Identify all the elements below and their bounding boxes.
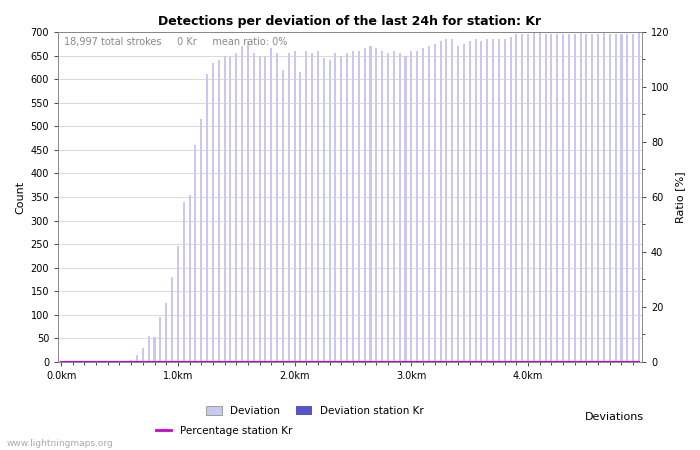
Bar — [142, 348, 144, 362]
Bar — [399, 53, 400, 362]
Bar — [160, 317, 162, 362]
Bar — [556, 34, 559, 362]
Bar — [626, 34, 629, 362]
Bar — [328, 60, 330, 362]
Bar — [428, 46, 430, 362]
Title: Detections per deviation of the last 24h for station: Kr: Detections per deviation of the last 24h… — [158, 15, 542, 28]
Bar — [545, 34, 547, 362]
Bar — [375, 49, 377, 362]
Bar — [469, 41, 470, 362]
Bar — [592, 34, 594, 362]
Bar — [522, 34, 524, 362]
Bar — [293, 51, 295, 362]
Text: Deviations: Deviations — [585, 412, 644, 422]
Bar — [381, 51, 383, 362]
Bar — [504, 39, 506, 362]
Bar — [393, 51, 395, 362]
Bar — [387, 53, 389, 362]
Bar — [247, 41, 249, 362]
Bar — [452, 39, 453, 362]
Bar — [568, 34, 570, 362]
Bar — [282, 70, 284, 362]
Bar — [515, 34, 517, 362]
Y-axis label: Ratio [%]: Ratio [%] — [675, 171, 685, 223]
Bar — [480, 41, 482, 362]
Bar — [620, 34, 622, 362]
Bar — [533, 33, 535, 362]
Bar — [562, 34, 564, 362]
Bar — [498, 39, 500, 362]
Bar — [195, 145, 197, 362]
Bar — [118, 361, 120, 362]
Bar — [615, 34, 617, 362]
Bar — [136, 355, 138, 362]
Bar — [276, 53, 278, 362]
Bar — [585, 34, 587, 362]
Bar — [183, 202, 185, 362]
Bar — [463, 44, 465, 362]
Bar — [574, 34, 576, 362]
Bar — [311, 53, 313, 362]
Bar — [445, 39, 447, 362]
Bar — [235, 53, 237, 362]
Bar — [352, 51, 354, 362]
Legend: Deviation, Deviation station Kr: Deviation, Deviation station Kr — [202, 401, 428, 420]
Bar — [440, 41, 442, 362]
Bar — [340, 55, 342, 362]
Bar — [270, 49, 272, 362]
Bar — [153, 338, 155, 362]
Bar — [165, 303, 167, 362]
Bar — [113, 361, 115, 362]
Bar — [370, 46, 372, 362]
Bar — [597, 34, 599, 362]
Bar — [258, 55, 260, 362]
Bar — [206, 74, 208, 362]
Bar — [363, 49, 365, 362]
Bar — [288, 53, 290, 362]
Bar — [609, 34, 611, 362]
Bar — [253, 53, 255, 362]
Bar — [177, 247, 179, 362]
Bar — [527, 34, 529, 362]
Bar — [335, 53, 337, 362]
Bar — [580, 33, 582, 362]
Bar — [265, 55, 267, 362]
Bar — [171, 277, 173, 362]
Bar — [317, 51, 319, 362]
Bar — [323, 58, 325, 362]
Bar — [539, 33, 541, 362]
Bar — [346, 53, 348, 362]
Bar — [550, 34, 552, 362]
Text: www.lightningmaps.org: www.lightningmaps.org — [7, 439, 113, 448]
Bar — [492, 39, 494, 362]
Y-axis label: Count: Count — [15, 180, 25, 213]
Bar — [212, 63, 214, 362]
Bar — [130, 360, 132, 362]
Bar — [230, 55, 232, 362]
Text: 18,997 total strokes     0 Kr     mean ratio: 0%: 18,997 total strokes 0 Kr mean ratio: 0% — [64, 37, 288, 47]
Bar — [125, 361, 127, 362]
Bar — [358, 51, 360, 362]
Bar — [434, 44, 435, 362]
Bar — [188, 194, 190, 362]
Bar — [241, 46, 243, 362]
Bar — [510, 36, 512, 362]
Bar — [305, 51, 307, 362]
Bar — [457, 46, 459, 362]
Bar — [603, 33, 605, 362]
Bar — [638, 33, 640, 362]
Bar — [475, 39, 477, 362]
Bar — [486, 39, 489, 362]
Legend: Percentage station Kr: Percentage station Kr — [152, 422, 296, 440]
Bar — [632, 34, 634, 362]
Bar — [300, 72, 302, 362]
Bar — [223, 55, 225, 362]
Bar — [405, 55, 407, 362]
Bar — [200, 119, 202, 362]
Bar — [148, 336, 150, 362]
Bar — [410, 51, 412, 362]
Bar — [416, 51, 418, 362]
Bar — [218, 60, 220, 362]
Bar — [422, 49, 424, 362]
